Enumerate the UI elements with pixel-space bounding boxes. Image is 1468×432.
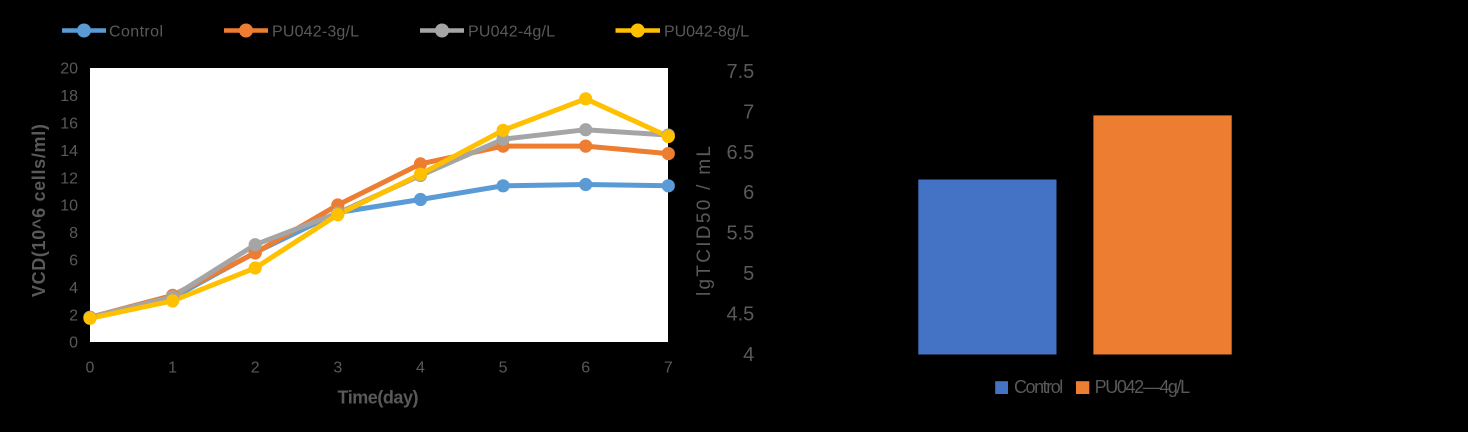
svg-text:18: 18 [60, 88, 78, 105]
svg-text:6: 6 [581, 360, 590, 377]
svg-text:5.5: 5.5 [726, 223, 754, 245]
svg-text:3: 3 [333, 360, 342, 377]
svg-text:7: 7 [743, 101, 754, 123]
svg-text:14: 14 [60, 143, 78, 160]
svg-text:PU042-8g/L: PU042-8g/L [664, 23, 749, 40]
svg-text:20: 20 [60, 61, 78, 78]
svg-text:0: 0 [86, 360, 95, 377]
svg-text:PU042-4g/L: PU042-4g/L [468, 23, 555, 40]
svg-text:Time(day): Time(day) [338, 388, 419, 408]
svg-text:PU042-3g/L: PU042-3g/L [272, 23, 359, 40]
svg-text:5: 5 [743, 263, 754, 285]
svg-text:4: 4 [743, 344, 754, 366]
svg-text:16: 16 [60, 116, 78, 133]
svg-text:VCD(10^6 cells/ml): VCD(10^6 cells/ml) [29, 124, 49, 297]
svg-text:4.5: 4.5 [726, 303, 754, 325]
svg-text:7.5: 7.5 [726, 61, 754, 83]
svg-text:0: 0 [69, 335, 78, 352]
svg-text:2: 2 [69, 307, 78, 324]
svg-text:5: 5 [499, 360, 508, 377]
svg-text:10: 10 [60, 198, 78, 215]
svg-text:4: 4 [416, 360, 425, 377]
svg-text:6: 6 [69, 253, 78, 270]
svg-text:12: 12 [60, 170, 78, 187]
svg-text:lgTCID50 / mL: lgTCID50 / mL [694, 146, 715, 296]
svg-text:Control: Control [1014, 377, 1063, 397]
svg-text:6: 6 [743, 182, 754, 204]
svg-text:Control: Control [109, 23, 163, 40]
svg-text:PU042—4g/L: PU042—4g/L [1095, 377, 1191, 397]
svg-text:2: 2 [251, 360, 260, 377]
svg-text:6.5: 6.5 [726, 142, 754, 164]
svg-text:4: 4 [69, 280, 78, 297]
svg-text:1: 1 [168, 360, 177, 377]
svg-text:8: 8 [69, 225, 78, 242]
svg-text:7: 7 [664, 360, 673, 377]
